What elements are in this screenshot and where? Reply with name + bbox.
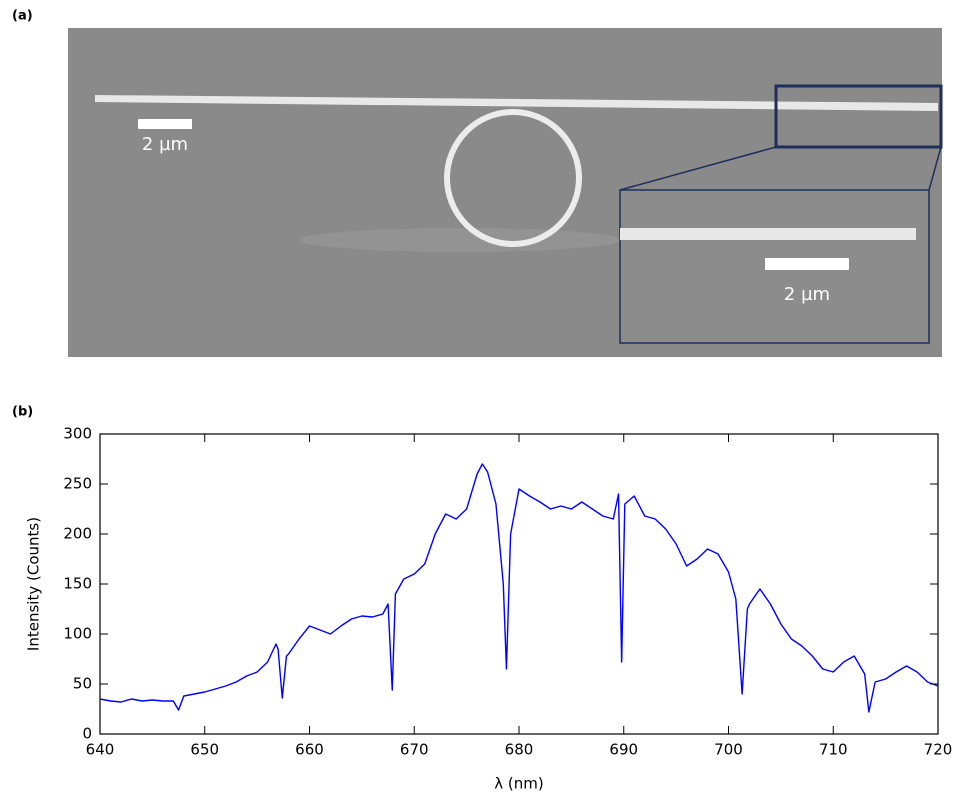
x-axis-label: λ (nm) bbox=[494, 775, 543, 793]
scale-bar bbox=[765, 258, 849, 270]
sem-image: 2 µm 2 µm bbox=[68, 28, 943, 357]
y-tick-label: 100 bbox=[63, 625, 92, 643]
x-tick-label: 690 bbox=[609, 741, 638, 759]
scale-bar bbox=[138, 119, 192, 129]
panel-label: (a) bbox=[12, 9, 33, 24]
spectrum-line bbox=[99, 463, 939, 713]
x-tick-label: 710 bbox=[819, 741, 848, 759]
y-tick-label: 150 bbox=[63, 575, 92, 593]
x-tick-label: 640 bbox=[86, 741, 115, 759]
zoom-box bbox=[774, 84, 943, 149]
plot-frame bbox=[99, 433, 939, 735]
ring-resonator bbox=[444, 109, 582, 247]
y-tick-label: 0 bbox=[82, 725, 92, 743]
panel-label: (b) bbox=[12, 405, 33, 420]
y-tick-label: 200 bbox=[63, 525, 92, 543]
zoom-line bbox=[928, 146, 942, 191]
x-tick-label: 660 bbox=[295, 741, 324, 759]
zoom-line bbox=[619, 146, 777, 191]
x-tick-label: 670 bbox=[400, 741, 429, 759]
y-tick-label: 50 bbox=[73, 675, 92, 693]
x-tick-label: 720 bbox=[924, 741, 953, 759]
scale-bar-label: 2 µm bbox=[784, 284, 830, 305]
scale-bar-label: 2 µm bbox=[142, 134, 188, 155]
y-tick-label: 300 bbox=[63, 425, 92, 443]
inset-waveguide bbox=[620, 228, 916, 240]
y-axis-label: Intensity (Counts) bbox=[25, 517, 43, 651]
x-tick-label: 680 bbox=[505, 741, 534, 759]
sem-shadow bbox=[300, 228, 620, 252]
y-tick-label: 250 bbox=[63, 475, 92, 493]
x-tick-label: 700 bbox=[714, 741, 743, 759]
waveguide bbox=[95, 95, 938, 111]
x-tick-label: 650 bbox=[190, 741, 219, 759]
